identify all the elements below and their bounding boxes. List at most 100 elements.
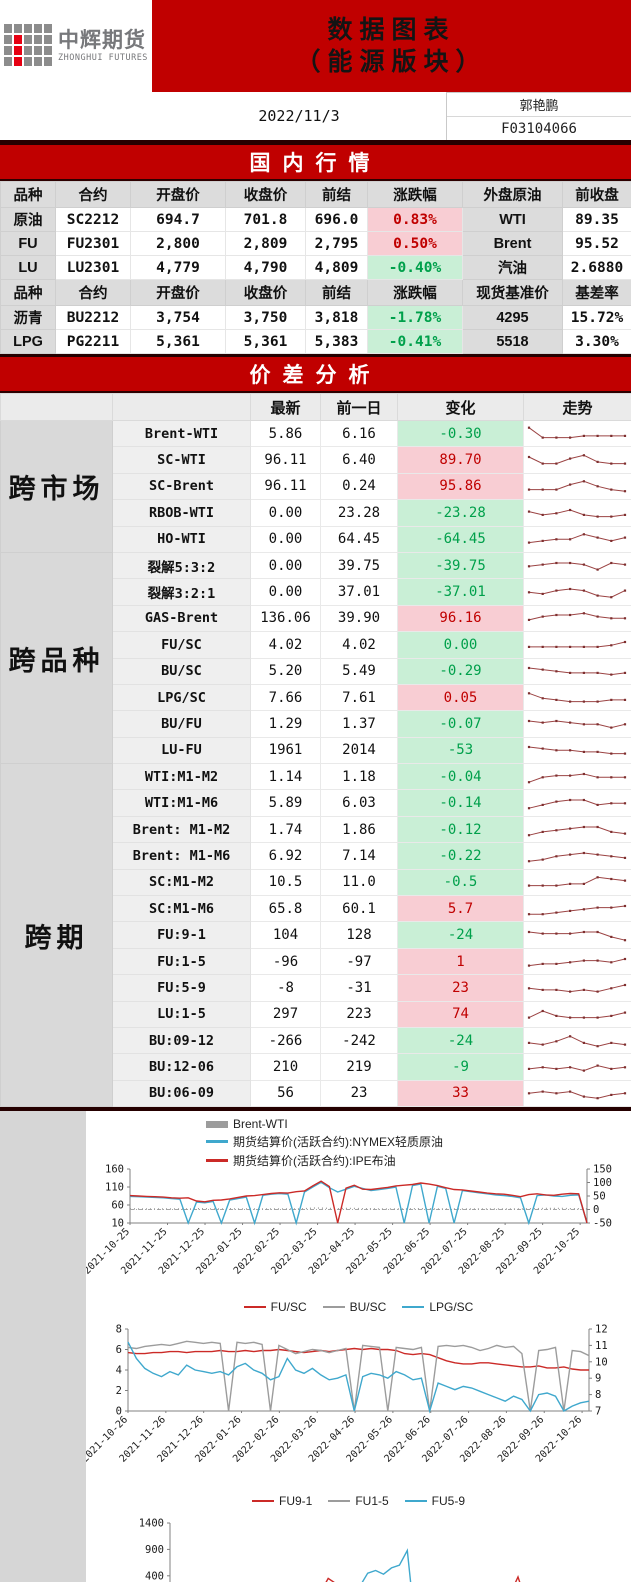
cell: 3,750 xyxy=(225,305,306,330)
table-row: LPG PG2211 5,361 5,361 5,383 -0.41% 5518 3.30% xyxy=(0,329,631,354)
column-header: 变化 xyxy=(397,393,524,421)
cell: 3,754 xyxy=(130,305,226,330)
spread-analysis-table: 最新 前一日 变化 走势 跨市场 Brent-WTI 5.86 6.16 -0.30 SC-WTI… xyxy=(0,393,631,1108)
spread-latest: 5.89 xyxy=(250,789,321,817)
trend-sparkline xyxy=(527,746,627,756)
spread-previous: 11.0 xyxy=(320,868,398,897)
spread-latest: 1.14 xyxy=(250,763,321,791)
series-FU5-9 xyxy=(361,1548,412,1582)
column-header: 涨跌幅 xyxy=(367,181,463,208)
axis-label: 60 xyxy=(111,1200,124,1212)
section-spread-title: 价差分析 xyxy=(0,357,631,393)
spread-name: BU:09-12 xyxy=(112,1026,251,1055)
trend-sparkline xyxy=(527,1034,627,1047)
spread-latest: 4.02 xyxy=(250,631,321,659)
spread-row: BU:06-09 56 23 33 xyxy=(1,1079,631,1108)
trend-sparkline xyxy=(527,426,627,439)
legend-label: FU5-9 xyxy=(431,1494,466,1509)
cell: 701.8 xyxy=(225,207,306,232)
legend-marker-icon xyxy=(402,1305,425,1309)
spread-trend xyxy=(523,763,631,791)
cell: 15.72% xyxy=(562,305,631,330)
trend-sparkline xyxy=(527,719,627,729)
legend-item: BU/SC xyxy=(322,1300,387,1315)
cell: -0.40% xyxy=(367,255,463,280)
column-header: 品种 xyxy=(0,279,56,306)
trend-sparkline xyxy=(527,561,627,571)
spread-change: -37.01 xyxy=(397,578,524,606)
legend-item: FU5-9 xyxy=(404,1494,466,1509)
cell: 95.52 xyxy=(562,231,631,256)
logo-icon xyxy=(4,24,53,66)
analyst-id: F03104066 xyxy=(501,120,577,137)
cell: WTI xyxy=(462,207,563,232)
spread-row: FU:5-9 -8 -31 23 xyxy=(1,974,631,1002)
series-BU/SC xyxy=(127,1340,590,1412)
spread-name: LU-FU xyxy=(112,736,251,765)
spread-change: -23.28 xyxy=(397,499,524,527)
table-row: 沥青 BU2212 3,754 3,750 3,818 -1.78% 4295 15.72% xyxy=(0,305,631,330)
report-title-line2: （能源版块） xyxy=(295,48,488,76)
spread-change: -0.30 xyxy=(397,419,524,448)
column-header: 走势 xyxy=(523,393,631,421)
cell: 0.50% xyxy=(367,231,463,256)
analyst-name: 郭艳鹏 xyxy=(447,93,631,117)
axis-label: 6 xyxy=(116,1344,122,1356)
cell: 4,779 xyxy=(130,255,226,280)
axis-label: 400 xyxy=(145,1570,164,1582)
spread-change: -53 xyxy=(397,736,524,765)
section-domestic-title: 国内行情 xyxy=(0,145,631,181)
divider xyxy=(0,140,631,145)
column-header: 合约 xyxy=(55,279,131,306)
axis-label: 8 xyxy=(595,1389,601,1401)
axis-label: 4 xyxy=(116,1365,122,1377)
spread-name: FU:9-1 xyxy=(112,921,251,949)
legend-marker-icon xyxy=(206,1120,228,1128)
spread-previous: 223 xyxy=(320,1000,398,1028)
column-header: 品种 xyxy=(0,181,56,208)
cell: 2,800 xyxy=(130,231,226,256)
spread-row: WTI:M1-M6 5.89 6.03 -0.14 xyxy=(1,789,631,817)
spread-name: RBOB-WTI xyxy=(112,499,251,527)
axis-label: 2 xyxy=(116,1385,122,1397)
spread-name: LPG/SC xyxy=(112,683,251,712)
charts-area: Brent-WTI 期货结算价(活跃合约):NYMEX轻质原油 期货结算价(活跃合约… xyxy=(0,1111,631,1582)
spread-latest: 65.8 xyxy=(250,895,321,923)
spread-previous: 1.18 xyxy=(320,763,398,791)
spread-trend xyxy=(523,974,631,1002)
table-row: 原油 SC2212 694.7 701.8 696.0 0.83% WTI 89.35 xyxy=(0,207,631,232)
spread-trend xyxy=(523,1000,631,1028)
legend-label: BU/SC xyxy=(349,1300,387,1315)
cell: 0.83% xyxy=(367,207,463,232)
spread-row: Brent: M1-M2 1.74 1.86 -0.12 xyxy=(1,815,631,844)
spread-trend xyxy=(523,419,631,448)
spread-trend xyxy=(523,815,631,844)
column-header: 外盘原油 xyxy=(462,181,563,208)
spread-row: LU-FU 1961 2014 -53 xyxy=(1,736,631,765)
spread-change: 96.16 xyxy=(397,604,524,633)
spread-latest: 297 xyxy=(250,1000,321,1028)
column-header: 前收盘 xyxy=(562,181,631,208)
spread-latest: 5.20 xyxy=(250,657,321,685)
axis-label: 100 xyxy=(593,1177,612,1189)
axis-label: 8 xyxy=(116,1324,122,1336)
trend-sparkline xyxy=(527,640,627,648)
spread-change: -9 xyxy=(397,1053,524,1081)
spread-trend xyxy=(523,631,631,659)
table-header-row: 品种 合约 开盘价 收盘价 前结 涨跌幅 外盘原油 前收盘 xyxy=(0,181,631,208)
legend-marker-icon xyxy=(328,1499,351,1503)
spread-previous: 39.75 xyxy=(320,551,398,580)
spread-latest: 1961 xyxy=(250,736,321,765)
trend-sparkline xyxy=(527,931,627,942)
spread-trend xyxy=(523,683,631,712)
spread-trend xyxy=(523,1079,631,1108)
spread-latest: 10.5 xyxy=(250,868,321,897)
legend-label: FU1-5 xyxy=(355,1494,389,1509)
cell: 5518 xyxy=(462,329,563,354)
axis-label: 7 xyxy=(595,1406,601,1418)
cell: 694.7 xyxy=(130,207,226,232)
spread-latest: -266 xyxy=(250,1026,321,1055)
spread-previous: 4.02 xyxy=(320,631,398,659)
spread-previous: 6.40 xyxy=(320,446,398,474)
